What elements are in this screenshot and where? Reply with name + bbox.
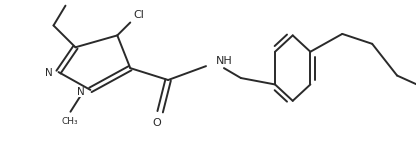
Text: NH: NH xyxy=(216,56,233,66)
Text: Cl: Cl xyxy=(134,9,145,20)
Text: CH₃: CH₃ xyxy=(61,117,78,126)
Text: O: O xyxy=(153,118,161,128)
Text: N: N xyxy=(77,87,84,97)
Text: N: N xyxy=(45,68,53,78)
